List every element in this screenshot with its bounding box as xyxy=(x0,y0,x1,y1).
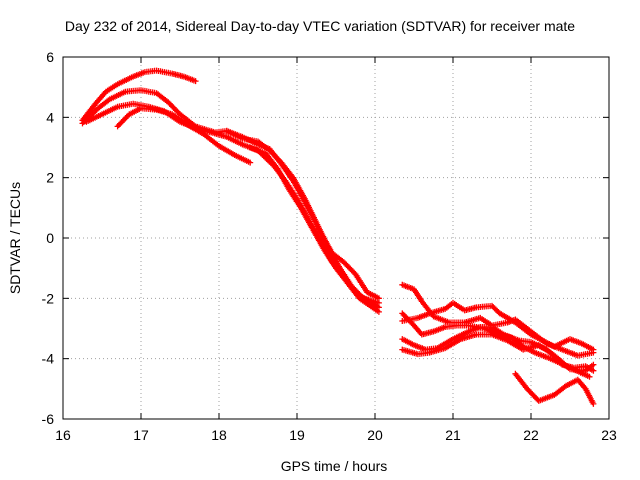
series-track-4 xyxy=(114,105,254,166)
tick-layer: 16 17 18 19 20 21 22 23 -6 -4 -2 0 2 4 6 xyxy=(42,49,617,443)
x-tick-label: 23 xyxy=(601,427,617,443)
series-track-12 xyxy=(512,370,597,407)
series-track-5 xyxy=(223,127,382,302)
series-markers xyxy=(512,370,597,407)
x-tick-label: 20 xyxy=(367,427,383,443)
series-layer xyxy=(79,67,597,407)
x-axis-label: GPS time / hours xyxy=(281,458,388,474)
y-tick-label: 6 xyxy=(46,49,54,65)
series-markers xyxy=(114,105,254,166)
y-tick-label: 4 xyxy=(46,109,54,125)
series-track-6 xyxy=(247,144,382,315)
y-tick-label: 2 xyxy=(46,170,54,186)
x-tick-label: 17 xyxy=(133,427,149,443)
series-markers xyxy=(247,144,382,315)
series-markers xyxy=(399,299,597,353)
x-tick-label: 22 xyxy=(523,427,539,443)
y-tick-label: -6 xyxy=(42,411,55,427)
series-markers xyxy=(223,127,382,302)
x-tick-label: 18 xyxy=(211,427,227,443)
grid xyxy=(63,57,609,419)
y-tick-label: 0 xyxy=(46,230,54,246)
x-tick-label: 19 xyxy=(289,427,305,443)
y-axis-label: SDTVAR / TECUs xyxy=(7,182,23,294)
y-tick-label: -4 xyxy=(42,351,55,367)
series-track-9 xyxy=(399,299,597,353)
x-tick-label: 16 xyxy=(55,427,71,443)
x-tick-label: 21 xyxy=(445,427,461,443)
y-tick-label: -2 xyxy=(42,290,55,306)
series-track-11 xyxy=(399,331,597,374)
chart-title: Day 232 of 2014, Sidereal Day-to-day VTE… xyxy=(65,18,575,34)
series-markers xyxy=(399,331,597,374)
